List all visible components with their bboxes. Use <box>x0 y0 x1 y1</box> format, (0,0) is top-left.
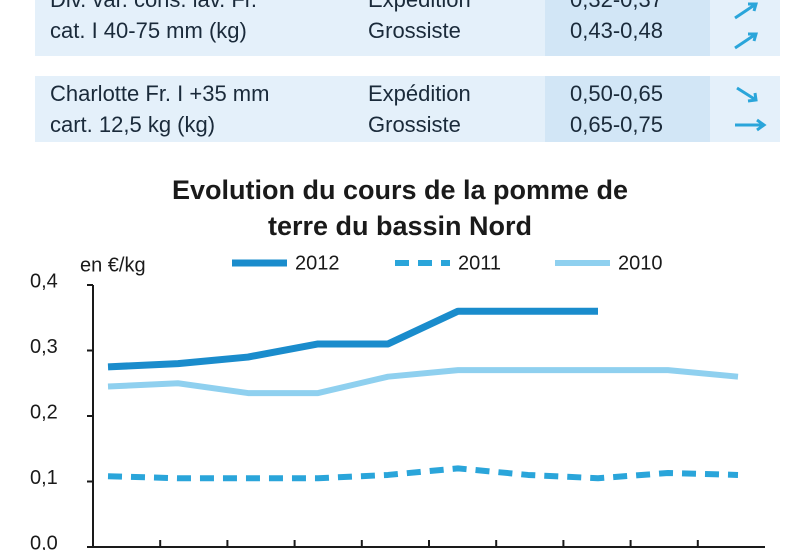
series-line <box>107 307 598 371</box>
text: 0,43-0,48 <box>570 18 663 43</box>
product: Div. var. cons. lav. Fr. cat. I 40-75 mm … <box>50 0 257 46</box>
price-column <box>545 0 710 56</box>
prices: 0,32-0,37 0,43-0,48 <box>570 0 663 46</box>
y-tick-label: 0,2 <box>30 401 58 423</box>
text: 0,32-0,37 <box>570 0 663 15</box>
prices: 0,50-0,65 0,65-0,75 <box>570 78 663 140</box>
table-row: Charlotte Fr. I +35 mm cart. 12,5 kg (kg)… <box>35 76 780 142</box>
table-row: Div. var. cons. lav. Fr. cat. I 40-75 mm … <box>35 0 780 56</box>
text: Div. var. cons. lav. Fr. <box>50 0 257 15</box>
arrow-up <box>734 32 758 50</box>
text: 0,50-0,65 <box>570 81 663 106</box>
legend-label: 2011 <box>458 252 501 274</box>
chart-title: Evolution du cours de la pomme de terre … <box>171 175 629 241</box>
y-tick-label: 0,1 <box>30 467 58 489</box>
price-column <box>545 76 710 142</box>
product: Charlotte Fr. I +35 mm cart. 12,5 kg (kg) <box>50 78 269 140</box>
text: Charlotte Fr. I +35 mm <box>50 81 270 106</box>
text: Grossiste <box>368 112 461 137</box>
series-line <box>107 465 739 482</box>
y-axis-label: en €/kg <box>80 254 146 276</box>
text: cat. I 40-75 mm (kg) <box>50 18 247 43</box>
markets: Expédition Grossiste <box>368 0 471 46</box>
text: Grossiste <box>368 18 461 43</box>
text: 0,65-0,75 <box>570 112 663 137</box>
series-line <box>107 367 739 397</box>
y-tick-label: 0,0 <box>30 532 58 550</box>
text: Expédition <box>368 81 471 106</box>
arrow-up <box>734 2 758 20</box>
arrow-down <box>736 86 758 103</box>
trend-arrows <box>734 2 767 132</box>
text: Expédition <box>368 0 471 15</box>
y-tick-label: 0,4 <box>30 270 58 292</box>
legend-label: 2010 <box>618 252 663 274</box>
arrow-right <box>735 118 767 132</box>
y-tick-label: 0,3 <box>30 336 58 358</box>
markets: Expédition Grossiste <box>368 78 471 140</box>
text: cart. 12,5 kg (kg) <box>50 112 216 137</box>
legend-label: 2012 <box>295 252 340 274</box>
